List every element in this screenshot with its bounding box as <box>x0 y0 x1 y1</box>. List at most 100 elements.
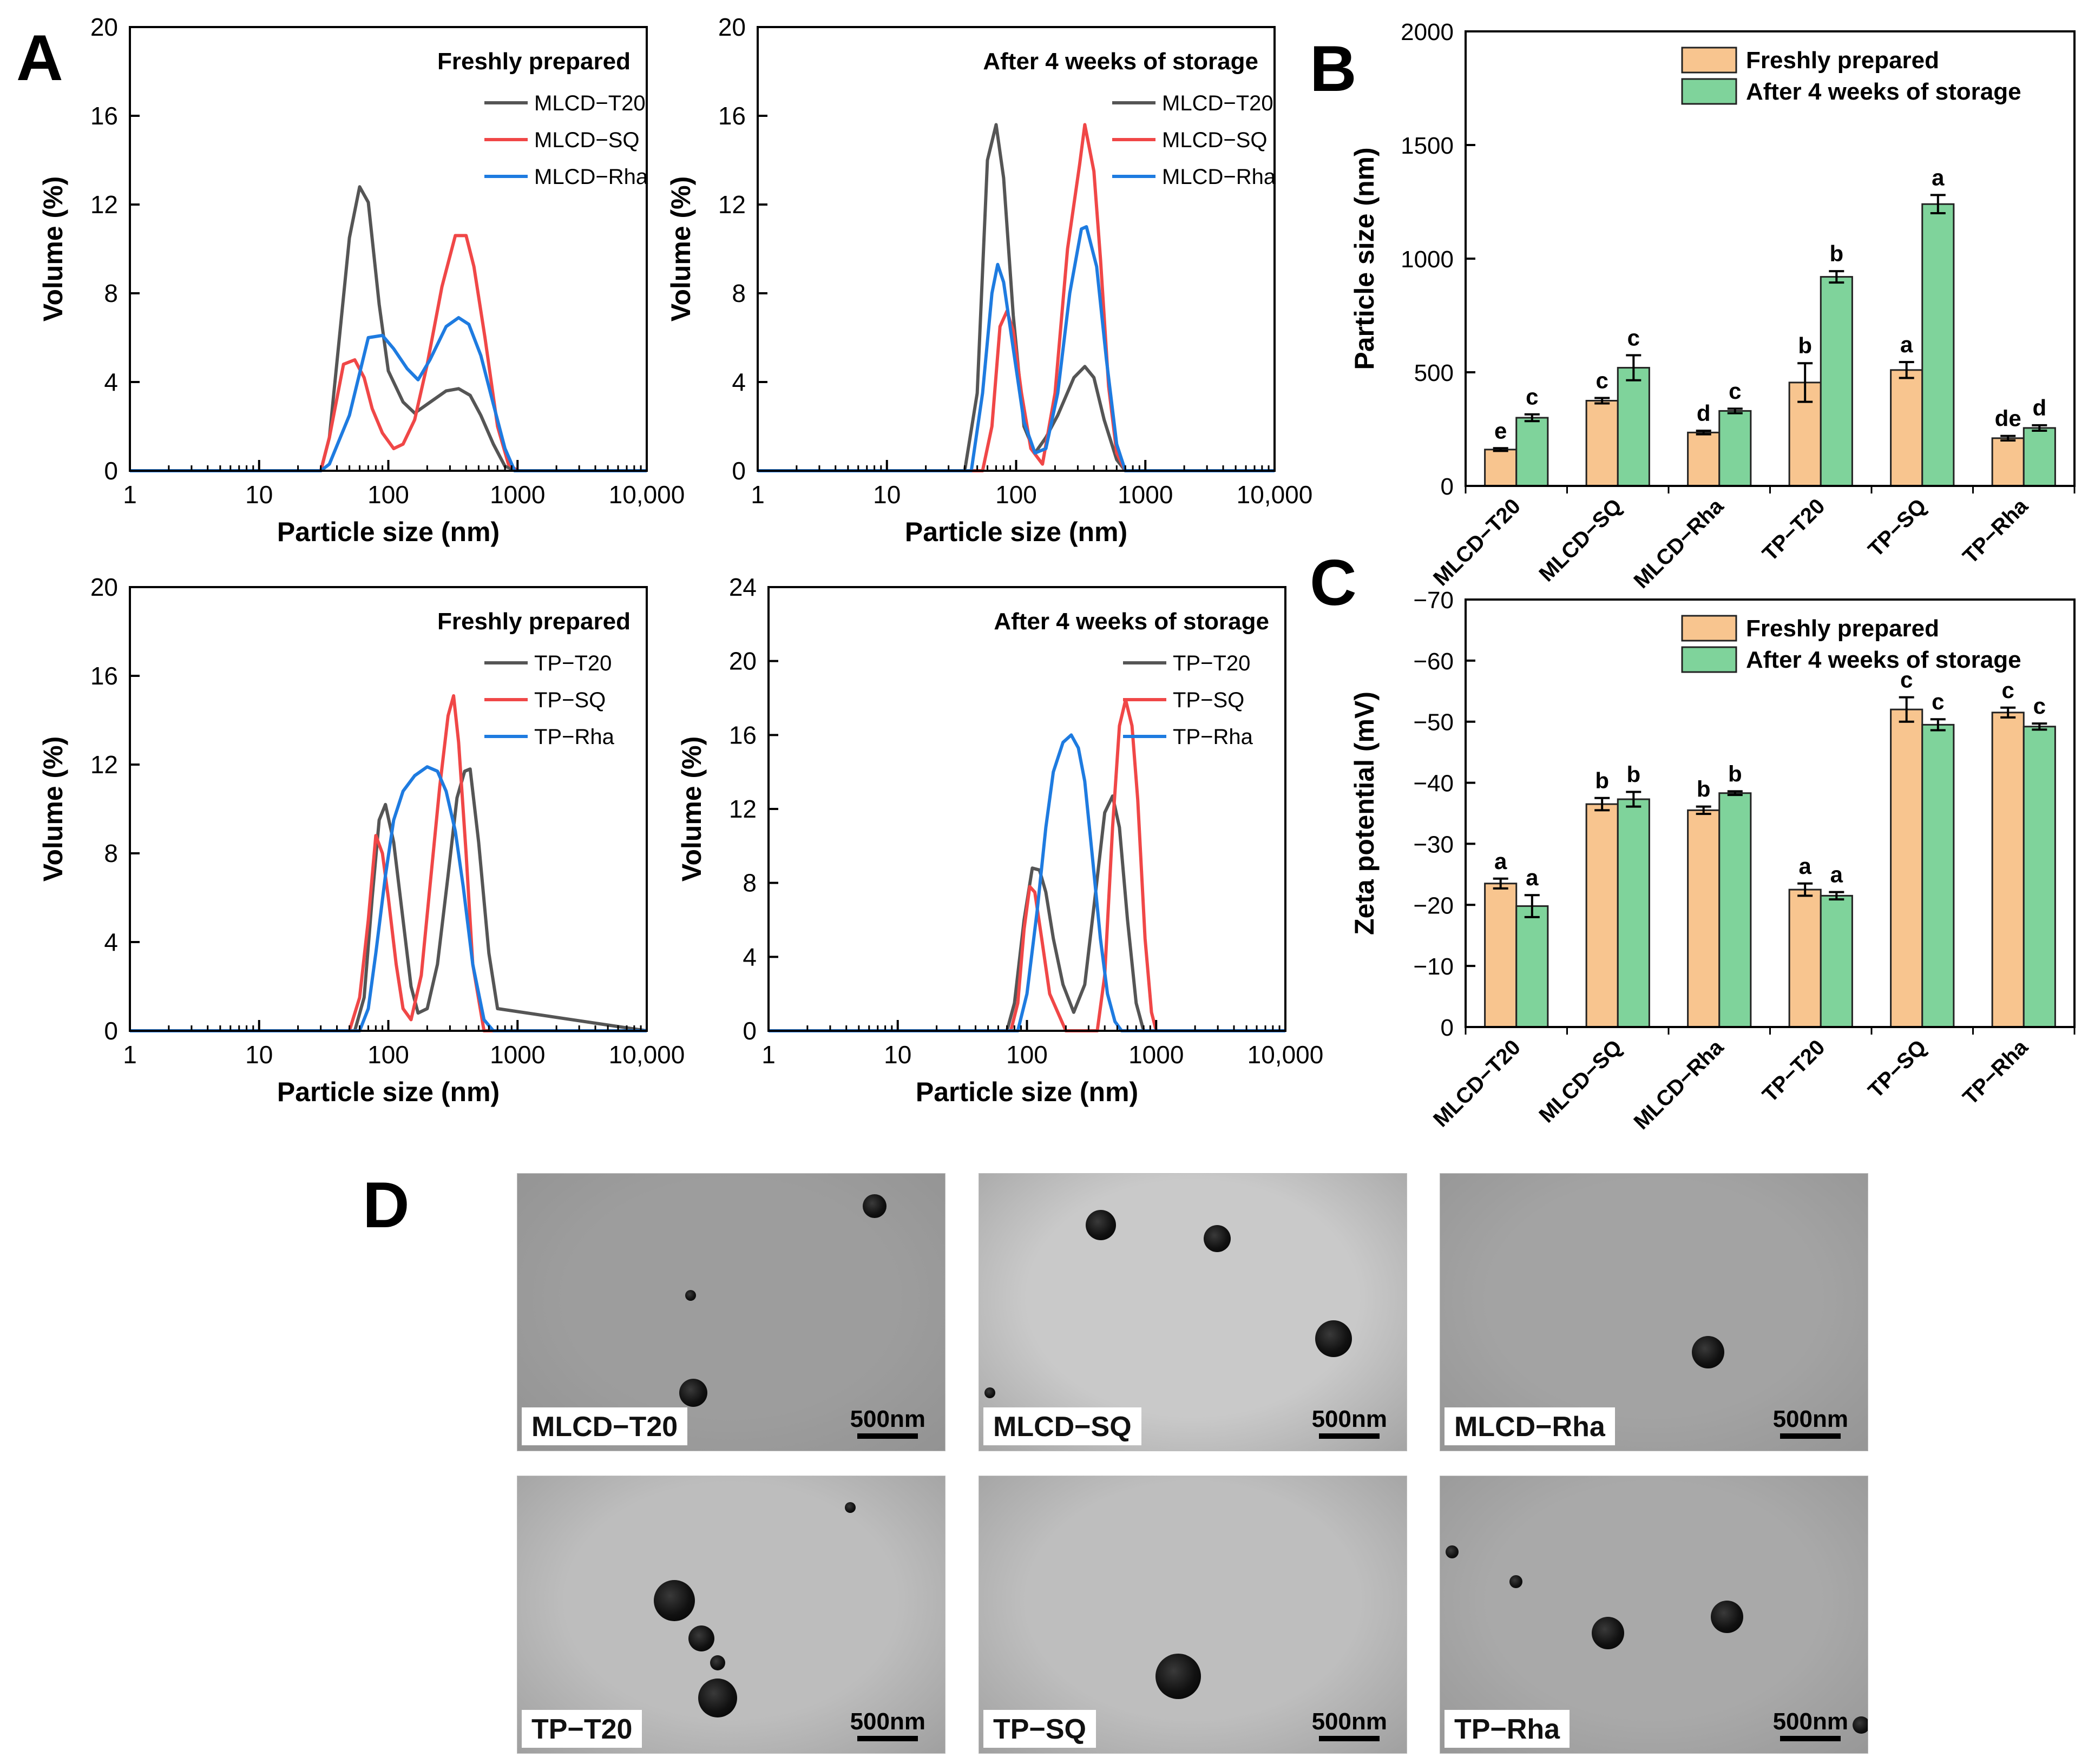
significance-letter: de <box>1995 406 2021 431</box>
x-tick-label: 100 <box>1006 1041 1048 1069</box>
micrograph-background <box>1440 1174 1868 1451</box>
significance-letter: b <box>1829 241 1843 266</box>
significance-letter: c <box>1900 667 1913 693</box>
bar-stored-3 <box>1718 792 1752 1028</box>
panel-label-c: C <box>1310 547 1357 619</box>
significance-letter: b <box>1728 761 1742 786</box>
category-label: TP−T20 <box>1758 1035 1830 1107</box>
x-axis-label: Particle size (nm) <box>277 517 500 547</box>
scale-bar-label: 500nm <box>1311 1406 1387 1432</box>
particle-blob <box>1692 1336 1724 1368</box>
y-axis-label: Zeta potential (mV) <box>1349 692 1380 935</box>
scale-bar-label: 500nm <box>1772 1708 1848 1735</box>
bar-fresh-2 <box>1585 803 1619 1028</box>
significance-letter: a <box>1900 332 1913 357</box>
micrograph-background <box>517 1174 945 1451</box>
particle-blob <box>1446 1545 1459 1558</box>
particle-blob <box>710 1655 725 1670</box>
bar-stored-3 <box>1718 410 1752 487</box>
bar-fresh-3 <box>1687 431 1721 487</box>
y-tick-label: 16 <box>90 662 118 690</box>
micrograph-label: MLCD−T20 <box>522 1407 688 1445</box>
significance-letter: a <box>1830 862 1843 887</box>
x-tick-label: 100 <box>995 481 1037 509</box>
y-tick-label: 12 <box>729 795 757 823</box>
x-tick-label: 1 <box>761 1041 776 1069</box>
x-tick-label: 10,000 <box>609 1041 685 1069</box>
scale-bar-line <box>1319 1736 1380 1741</box>
x-tick-label: 10 <box>884 1041 911 1069</box>
scale-bar-line <box>857 1433 918 1439</box>
micrograph-label: MLCD−SQ <box>983 1407 1141 1445</box>
legend-label-1: MLCD−T20 <box>1162 91 1273 115</box>
legend-swatch-2 <box>1681 646 1737 673</box>
significance-letter: c <box>2002 677 2014 703</box>
micrograph-background <box>979 1476 1407 1753</box>
x-tick-label: 10,000 <box>1237 481 1313 509</box>
series-line-3 <box>130 765 647 1032</box>
series-line-1 <box>130 767 647 1032</box>
bar-stored-5 <box>1921 203 1955 487</box>
legend-label-2: MLCD−SQ <box>534 128 640 152</box>
series-line-2 <box>130 234 647 472</box>
y-tick-label: 8 <box>104 839 118 867</box>
scale-bar-label: 500nm <box>850 1708 925 1735</box>
tem-micrograph: TP−SQ 500nm <box>979 1476 1407 1754</box>
bar-fresh-4 <box>1788 888 1822 1028</box>
y-tick-label: 24 <box>729 573 757 601</box>
tem-micrograph: MLCD−T20 500nm <box>517 1173 945 1451</box>
x-tick-label: 100 <box>367 1041 409 1069</box>
series-line-2 <box>130 694 647 1032</box>
x-tick-label: 1 <box>751 481 765 509</box>
particle-blob <box>1853 1716 1868 1734</box>
y-tick-label: 0 <box>104 457 118 485</box>
legend-swatch-1 <box>1681 47 1737 74</box>
scale-bar: 500nm <box>1773 1407 1848 1439</box>
x-tick-label: 1000 <box>490 1041 545 1069</box>
legend-label-1: TP−T20 <box>1173 651 1250 675</box>
y-tick-label: 12 <box>90 190 118 219</box>
micrograph-background <box>979 1174 1407 1451</box>
scale-bar-label: 500nm <box>1772 1406 1848 1432</box>
legend-label-3: TP−Rha <box>534 725 615 749</box>
significance-letter: a <box>1932 164 1945 190</box>
panel-label-b: B <box>1310 32 1357 105</box>
y-tick-label: −70 <box>1413 587 1454 614</box>
micrograph-label: TP−Rha <box>1444 1710 1570 1748</box>
series-line-3 <box>758 225 1275 472</box>
significance-letter: c <box>1932 689 1944 714</box>
x-tick-label: 1 <box>123 1041 137 1069</box>
y-tick-label: 4 <box>732 368 746 396</box>
y-tick-label: 16 <box>729 721 757 749</box>
chart-title: After 4 weeks of storage <box>994 608 1269 635</box>
particle-blob <box>698 1679 737 1717</box>
y-tick-label: 4 <box>104 928 118 956</box>
y-tick-label: 0 <box>1441 473 1454 500</box>
x-axis-label: Particle size (nm) <box>905 517 1127 547</box>
y-tick-label: 0 <box>743 1017 757 1045</box>
micrograph-background <box>1440 1476 1868 1753</box>
particle-blob <box>1315 1320 1352 1357</box>
legend-label-2: MLCD−SQ <box>1162 128 1268 152</box>
bar-stored-2 <box>1617 798 1650 1028</box>
bar-stored-4 <box>1820 276 1853 487</box>
scale-bar: 500nm <box>1773 1710 1848 1741</box>
line-chart-a1: 0 4 8 12 16 20 1 10 100 1000 10,000 Particle size (… <box>38 13 685 547</box>
significance-letter: b <box>1798 333 1812 358</box>
bar-fresh-2 <box>1585 400 1619 487</box>
particle-blob <box>688 1625 714 1651</box>
series-line-2 <box>769 698 1285 1032</box>
y-tick-label: 8 <box>743 869 757 897</box>
bar-fresh-6 <box>1991 712 2025 1028</box>
category-label: MLCD−T20 <box>1429 1035 1525 1131</box>
line-chart-a3: 0 4 8 12 16 20 1 10 100 1000 10,000 Particle size (… <box>38 573 685 1107</box>
y-tick-label: −20 <box>1413 892 1454 919</box>
significance-letter: c <box>1627 325 1640 351</box>
y-tick-label: −40 <box>1413 771 1454 797</box>
category-label: TP−SQ <box>1863 1035 1931 1103</box>
x-tick-label: 1000 <box>1118 481 1173 509</box>
bar-stored-1 <box>1515 905 1549 1028</box>
tem-micrograph: TP−T20 500nm <box>517 1476 945 1754</box>
panel-label-a: A <box>16 22 63 94</box>
tem-micrograph: MLCD−Rha 500nm <box>1440 1173 1868 1451</box>
